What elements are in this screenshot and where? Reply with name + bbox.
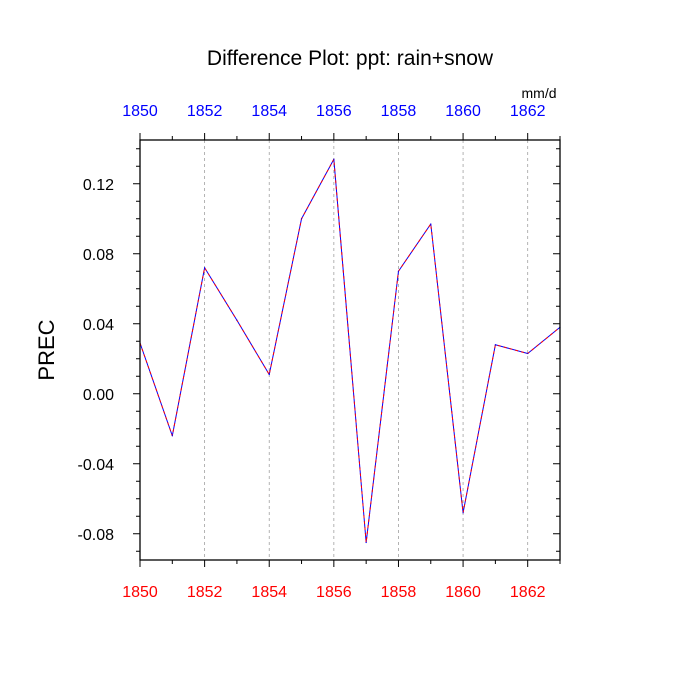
chart-title: Difference Plot: ppt: rain+snow: [207, 47, 494, 70]
y-axis-label: PREC: [34, 319, 59, 380]
x-tick-label-bottom: 1862: [510, 584, 546, 601]
data-point: [430, 223, 432, 225]
data-point: [236, 319, 238, 321]
x-tick-label-top: 1860: [445, 103, 481, 120]
data-line: [139, 158, 561, 544]
data-point: [171, 435, 173, 437]
y-tick-label: -0.08: [78, 527, 115, 544]
data-point: [365, 541, 367, 544]
data-point: [204, 267, 206, 269]
data-point: [462, 512, 464, 514]
x-tick-label-bottom: 1860: [445, 584, 481, 601]
data-point: [333, 158, 335, 160]
x-tick-label-bottom: 1852: [187, 584, 223, 601]
data-point: [300, 218, 303, 220]
grid-lines: [204, 140, 529, 560]
x-tick-label-top: 1854: [251, 103, 287, 120]
plot-frame: [139, 139, 561, 561]
x-tick-label-bottom: 1856: [316, 584, 352, 601]
x-tick-label-bottom: 1854: [251, 584, 287, 601]
x-tick-label-bottom: 1850: [122, 584, 158, 601]
axis-ticks: [133, 133, 561, 567]
y-tick-label: 0.00: [83, 387, 114, 404]
x-tick-label-bottom: 1858: [381, 584, 417, 601]
x-tick-label-top: 1862: [510, 103, 546, 120]
x-tick-label-top: 1850: [122, 103, 158, 120]
data-point: [494, 344, 496, 346]
y-tick-label: 0.12: [83, 177, 114, 194]
y-tick-label: 0.04: [83, 317, 114, 334]
x-tick-label-top: 1852: [187, 103, 223, 120]
tick-labels: 1850 1850 1852 1852 1854 1854 1856 1856 1858 1858…: [78, 103, 546, 601]
data-point: [397, 270, 400, 272]
units-label: mm/d: [522, 85, 557, 101]
data-point: [268, 373, 270, 376]
x-tick-label-top: 1856: [316, 103, 352, 120]
data-point: [527, 352, 529, 355]
x-tick-label-top: 1858: [381, 103, 417, 120]
series-line-blue: [139, 158, 561, 543]
y-tick-label: 0.08: [83, 247, 114, 264]
y-tick-label: -0.04: [78, 457, 115, 474]
